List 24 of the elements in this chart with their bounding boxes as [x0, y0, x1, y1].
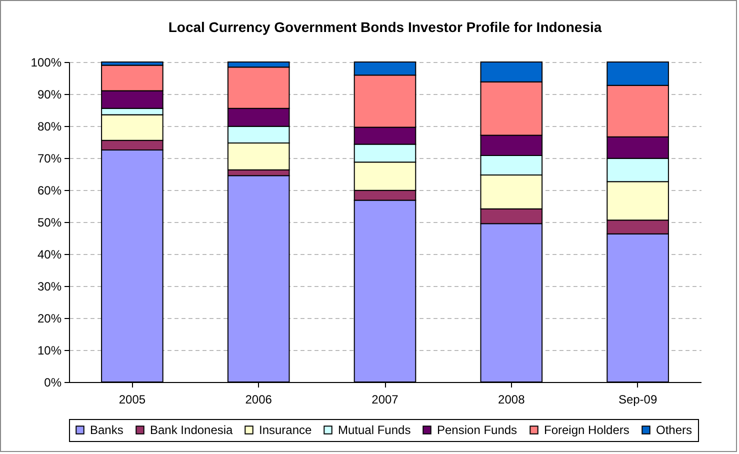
- legend-label: Insurance: [259, 423, 312, 437]
- legend-label: Mutual Funds: [338, 423, 411, 437]
- x-tick-label: 2007: [372, 392, 399, 406]
- y-tick-label: 0%: [44, 376, 62, 390]
- x-tick-label: 2008: [498, 392, 526, 406]
- y-tick-label: 100%: [30, 56, 62, 70]
- x-tick-label: 2005: [118, 392, 146, 406]
- chart-title: Local Currency Government Bonds Investor Profile for Indonesia: [168, 19, 602, 35]
- y-tick-label: 70%: [37, 152, 62, 166]
- legend-label: Bank Indonesia: [150, 423, 234, 437]
- y-tick-label: 50%: [37, 216, 62, 230]
- y-tick-label: 80%: [37, 120, 62, 134]
- y-tick-label: 10%: [37, 344, 62, 358]
- x-tick-label: Sep-09: [618, 392, 658, 406]
- y-tick-label: 60%: [37, 184, 62, 198]
- legend-label: Banks: [90, 423, 124, 437]
- y-tick-label: 30%: [37, 280, 62, 294]
- legend-label: Others: [656, 423, 692, 437]
- legend-label: Pension Funds: [437, 423, 518, 437]
- y-tick-label: 20%: [37, 312, 62, 326]
- y-tick-label: 90%: [37, 88, 62, 102]
- y-tick-label: 40%: [37, 248, 62, 262]
- legend-label: Foreign Holders: [544, 423, 630, 437]
- x-tick-label: 2006: [245, 392, 272, 406]
